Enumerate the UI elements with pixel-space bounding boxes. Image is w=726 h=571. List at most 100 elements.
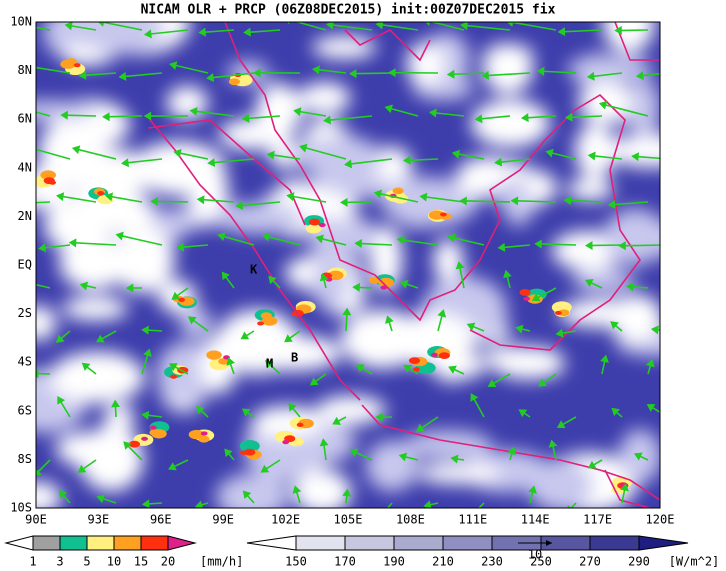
arrow-head	[497, 242, 506, 252]
arrow-head	[611, 407, 620, 417]
lat-label: EQ	[18, 258, 32, 272]
arrow-head	[340, 197, 348, 207]
wind-arrow	[151, 200, 189, 203]
arrow-head	[645, 358, 655, 368]
arrow-head	[556, 420, 566, 429]
arrow-head	[293, 107, 302, 117]
wind-arrow	[106, 195, 143, 203]
arrow-head	[95, 334, 105, 343]
colorbar-label: 15	[134, 555, 148, 569]
arrow-head	[419, 192, 428, 202]
arrow-head	[194, 500, 204, 508]
colorbar-label: 270	[579, 555, 601, 569]
arrow-head	[240, 331, 250, 340]
wind-arrow	[664, 487, 668, 503]
wind-arrow	[36, 66, 71, 74]
arrow-head	[38, 243, 47, 253]
rain-cell	[305, 224, 322, 234]
precip-field	[36, 58, 633, 495]
arrow-head	[176, 242, 184, 252]
arrow-head	[455, 261, 465, 270]
arrow-head	[600, 354, 609, 363]
arrow-head	[125, 283, 134, 293]
rain-cell	[97, 191, 105, 196]
cloud	[36, 481, 63, 508]
wind-arrow	[170, 63, 209, 74]
rain-cell	[296, 422, 304, 427]
arrow-head	[385, 315, 394, 324]
arrow-head	[481, 70, 489, 80]
rain-cell	[218, 357, 230, 365]
place-label: K	[250, 263, 258, 277]
lon-label: 96E	[150, 513, 172, 527]
colorbar-cell	[344, 535, 395, 551]
arrow-head	[309, 377, 319, 386]
arrow-head	[217, 232, 226, 242]
arrow-head	[598, 100, 608, 110]
rain-cell	[260, 312, 272, 320]
arrow-head	[226, 357, 235, 366]
cloud	[166, 85, 209, 120]
wind-arrow	[119, 72, 163, 78]
arrow-head	[507, 446, 517, 456]
arrow-head	[503, 269, 512, 279]
wind-arrow	[398, 238, 439, 246]
arrow-head	[64, 22, 73, 31]
wind-arrow	[36, 372, 51, 375]
wind-arrow	[208, 158, 255, 164]
lat-label: 4S	[18, 355, 32, 369]
wind-arrow	[300, 145, 347, 160]
arrow-head	[71, 145, 81, 155]
rain-cell	[239, 440, 260, 453]
wind-arrow	[57, 194, 97, 203]
cloud	[470, 99, 551, 148]
arrow-head	[284, 334, 293, 343]
wind-arrow	[386, 502, 393, 508]
arrow-head	[487, 379, 497, 388]
arrow-head	[536, 66, 545, 76]
lat-label: 10N	[10, 15, 32, 29]
colorbar-label: 20	[161, 555, 175, 569]
cloud	[566, 178, 614, 201]
wind-arrow	[218, 234, 255, 246]
colorbar-label: 290	[628, 555, 650, 569]
arrow-head	[28, 281, 34, 287]
arrow-head	[349, 448, 359, 457]
arrow-head	[196, 405, 205, 415]
wind-arrow	[600, 102, 649, 117]
wind-arrow	[535, 243, 577, 246]
cloud	[577, 83, 644, 124]
cloud	[251, 405, 325, 439]
wind-arrow	[429, 22, 465, 31]
wind-arrow	[482, 72, 531, 77]
lon-label: 99E	[212, 513, 234, 527]
arrow-head	[206, 73, 215, 82]
arrow-head	[78, 70, 87, 80]
arrow-head	[171, 291, 181, 300]
arrow-head	[355, 364, 365, 373]
rain-cell	[206, 350, 222, 360]
colorbar-label: 3	[56, 555, 63, 569]
wind-arrow	[36, 26, 51, 31]
rain-cell	[408, 357, 421, 365]
arrow-head	[11, 104, 17, 110]
arrow-head	[416, 423, 425, 432]
arrow-head	[587, 151, 596, 161]
colorbar-unit: [mm/h]	[200, 555, 243, 569]
arrow-head	[81, 362, 91, 371]
wind-arrow	[461, 24, 511, 31]
arrow-head	[311, 65, 320, 75]
wind-arrow	[98, 22, 143, 31]
arrow-head	[587, 460, 597, 469]
arrow-head	[518, 409, 528, 418]
arrow-head	[141, 410, 150, 420]
arrow-head	[474, 114, 483, 124]
wind-arrow	[512, 199, 557, 203]
arrow-head	[662, 487, 668, 493]
arrow-head	[60, 110, 68, 120]
rain-cell	[308, 218, 321, 226]
arrow-head	[450, 454, 459, 464]
rain-cell	[40, 170, 56, 180]
arrow-head	[141, 325, 149, 335]
arrow-head	[378, 514, 384, 520]
